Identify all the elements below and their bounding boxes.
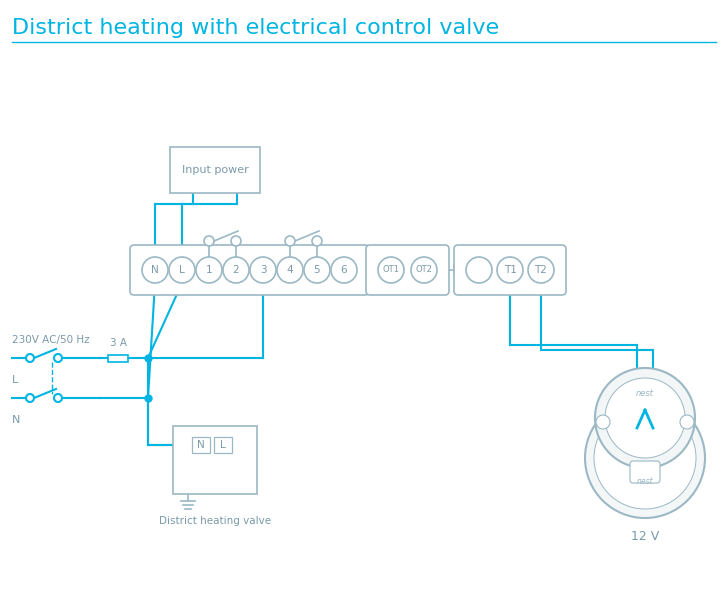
Circle shape	[497, 257, 523, 283]
Text: L: L	[12, 375, 18, 385]
FancyBboxPatch shape	[173, 426, 257, 494]
Circle shape	[605, 378, 685, 458]
Text: N: N	[12, 415, 20, 425]
Text: OT2: OT2	[416, 266, 432, 274]
Circle shape	[204, 236, 214, 246]
Text: District heating valve: District heating valve	[159, 516, 271, 526]
Text: 12 V: 12 V	[631, 529, 659, 542]
Text: OT1: OT1	[382, 266, 400, 274]
Text: T2: T2	[534, 265, 547, 275]
Text: N: N	[197, 440, 205, 450]
Circle shape	[54, 394, 62, 402]
Circle shape	[250, 257, 276, 283]
Text: L: L	[220, 440, 226, 450]
Circle shape	[231, 236, 241, 246]
FancyBboxPatch shape	[170, 147, 260, 193]
FancyBboxPatch shape	[130, 245, 369, 295]
Circle shape	[26, 354, 34, 362]
Circle shape	[142, 257, 168, 283]
Text: 230V AC/50 Hz: 230V AC/50 Hz	[12, 335, 90, 345]
Text: District heating with electrical control valve: District heating with electrical control…	[12, 18, 499, 38]
Text: 1: 1	[206, 265, 213, 275]
Circle shape	[585, 398, 705, 518]
FancyBboxPatch shape	[366, 245, 449, 295]
Text: T1: T1	[504, 265, 516, 275]
Text: 3 A: 3 A	[109, 338, 127, 348]
Circle shape	[54, 354, 62, 362]
Circle shape	[595, 368, 695, 468]
Text: L: L	[179, 265, 185, 275]
Circle shape	[285, 236, 295, 246]
Text: 6: 6	[341, 265, 347, 275]
Circle shape	[594, 407, 696, 509]
Circle shape	[312, 236, 322, 246]
Circle shape	[680, 415, 694, 429]
Circle shape	[169, 257, 195, 283]
FancyBboxPatch shape	[192, 437, 210, 453]
FancyBboxPatch shape	[630, 461, 660, 483]
Circle shape	[466, 257, 492, 283]
Circle shape	[596, 415, 610, 429]
Circle shape	[528, 257, 554, 283]
Circle shape	[378, 257, 404, 283]
Circle shape	[223, 257, 249, 283]
Text: 5: 5	[314, 265, 320, 275]
Circle shape	[304, 257, 330, 283]
Circle shape	[331, 257, 357, 283]
FancyBboxPatch shape	[108, 355, 128, 362]
Circle shape	[196, 257, 222, 283]
Circle shape	[26, 394, 34, 402]
FancyBboxPatch shape	[454, 245, 566, 295]
Text: 4: 4	[287, 265, 293, 275]
Text: 3: 3	[260, 265, 266, 275]
Text: nest: nest	[636, 390, 654, 399]
Circle shape	[411, 257, 437, 283]
Text: nest: nest	[637, 478, 653, 486]
Text: N: N	[151, 265, 159, 275]
Text: Input power: Input power	[181, 165, 248, 175]
Text: 2: 2	[233, 265, 240, 275]
Circle shape	[277, 257, 303, 283]
FancyBboxPatch shape	[214, 437, 232, 453]
